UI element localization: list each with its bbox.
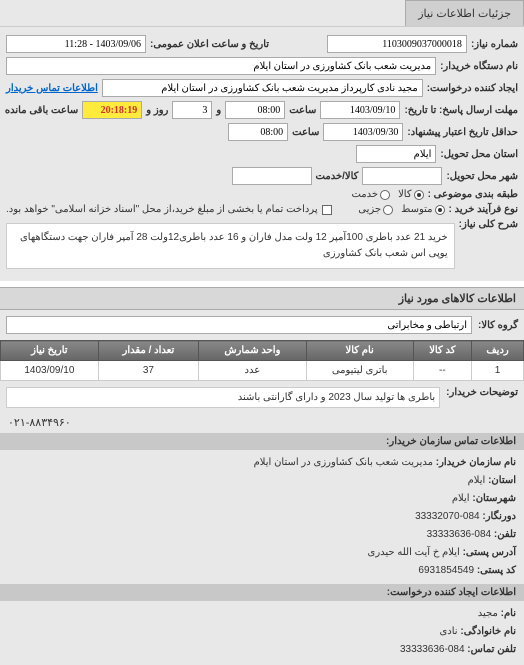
announce-label: تاریخ و ساعت اعلان عمومی: [150,39,269,50]
cell-code: -- [413,361,471,381]
summary-label: شرح کلی نیاز: [459,219,518,230]
province-input[interactable] [356,145,436,163]
cell-unit: عدد [199,361,307,381]
fax-label: دورنگار: [482,511,516,522]
table-row[interactable]: 1 -- باتری لیتیومی عدد 37 1403/09/10 [1,361,524,381]
city-input[interactable] [362,167,442,185]
family-label: نام خانوادگی: [460,626,516,637]
summary-text: خرید 21 عدد باطری 100آمپر 12 ولت مدل فار… [6,223,455,269]
goods-section-title: اطلاعات کالاهای مورد نیاز [0,287,524,310]
minimum-label: حداقل تاریخ اعتبار پیشنهاد: [407,127,518,138]
time-label-1: ساعت [289,105,316,116]
notes-row: توضیحات خریدار: باطری ها تولید سال 2023 … [0,381,524,414]
c-city: ایلام [452,493,470,504]
tab-details[interactable]: جزئیات اطلاعات نیاز [405,0,524,26]
need-no-input[interactable] [327,35,467,53]
announce-input[interactable] [6,35,146,53]
th-row: ردیف [472,341,524,361]
cell-row: 1 [472,361,524,381]
tel: 084-33333636 [427,529,492,540]
address-label: آدرس پستی: [463,547,516,558]
phone-display: ۰۲۱-۸۸۳۴۹۶۰ [0,414,524,431]
priority-opt2[interactable]: خدمت [351,189,390,200]
date1-input[interactable] [320,101,400,119]
creator-input[interactable] [102,79,423,97]
th-code: کد کالا [413,341,471,361]
notes-label: توضیحات خریدار: [446,387,518,398]
contact-section: اطلاعات تماس سازمان خریدار: نام سازمان خ… [0,431,524,665]
th-name: نام کالا [306,341,413,361]
th-unit: واحد شمارش [199,341,307,361]
org-name: مدیریت شعب بانک کشاورزی در استان ایلام [254,457,433,468]
days-label: و [216,105,221,116]
c-province-label: استان: [488,475,516,486]
family: نادی [439,626,457,637]
time-label-2: ساعت [292,127,319,138]
payment-note: پرداخت تمام یا بخشی از مبلغ خرید،از محل … [6,204,318,215]
remaining-label: ساعت باقی مانده [5,105,78,116]
province-label: استان محل تحویل: [440,149,518,160]
priority-opt1[interactable]: کالا [398,189,424,200]
goods-group-row: گروه کالا: [0,310,524,340]
group-input[interactable] [6,316,472,334]
time1-input[interactable] [225,101,285,119]
contact-header-1: اطلاعات تماس سازمان خریدار: [0,433,524,450]
postal-label: کد پستی: [477,565,516,576]
city-label: شهر محل تحویل: [446,171,518,182]
priority-radio-group: کالا خدمت [351,189,423,200]
date2-input[interactable] [323,123,403,141]
address: ایلام خ آیت الله حیدری [368,547,460,558]
form-section: شماره نیاز: تاریخ و ساعت اعلان عمومی: نا… [0,27,524,281]
buyer-label: نام دستگاه خریدار: [440,61,518,72]
cell-qty: 37 [98,361,198,381]
payment-checkbox[interactable] [322,205,332,215]
days-unit: روز و [146,105,168,116]
receive-from-label: مهلت ارسال پاسخ: تا تاریخ: [404,105,518,116]
contact-body-2: نام: مجید نام خانوادگی: نادی تلفن تماس: … [0,601,524,663]
time2-input[interactable] [228,123,288,141]
tel-label: تلفن: [494,529,516,540]
buyer-input[interactable] [6,57,436,75]
notes-text: باطری ها تولید سال 2023 و دارای گارانتی … [6,387,440,408]
buy-type-opt1[interactable]: متوسط [401,204,444,215]
group-label: گروه کالا: [478,320,518,331]
contact-header-2: اطلاعات ایجاد کننده درخواست: [0,584,524,601]
need-no-label: شماره نیاز: [471,39,518,50]
fax: 084-33332070 [415,511,480,522]
th-qty: تعداد / مقدار [98,341,198,361]
cell-name: باتری لیتیومی [306,361,413,381]
currency-label: کالا/خدمت [316,171,359,182]
days-input[interactable] [172,101,212,119]
c-city-label: شهرستان: [472,493,516,504]
postal: 6931854549 [418,565,474,576]
th-date: تاریخ نیاز [1,341,99,361]
remaining-time [82,101,142,119]
org-name-label: نام سازمان خریدار: [436,457,516,468]
contact-body-1: نام سازمان خریدار: مدیریت شعب بانک کشاور… [0,450,524,584]
buy-type-opt2[interactable]: جزیی [358,204,393,215]
buy-type-label: نوع فرآیند خرید : [449,204,518,215]
creator-label: ایجاد کننده درخواست: [427,83,518,94]
goods-table: ردیف کد کالا نام کالا واحد شمارش تعداد /… [0,340,524,381]
tel2-label: تلفن تماس: [467,644,516,655]
buyer-contact-link[interactable]: اطلاعات تماس خریدار [6,83,98,94]
tel2: 084-33333636 [400,644,465,655]
priority-label: طبقه بندی موضوعی : [428,189,518,200]
cell-date: 1403/09/10 [1,361,99,381]
c-province: ایلام [468,475,486,486]
currency-input[interactable] [232,167,312,185]
buy-type-radio-group: متوسط جزیی [358,204,444,215]
name: مجید [478,608,498,619]
name-label: نام: [501,608,516,619]
tab-header: جزئیات اطلاعات نیاز [0,0,524,27]
